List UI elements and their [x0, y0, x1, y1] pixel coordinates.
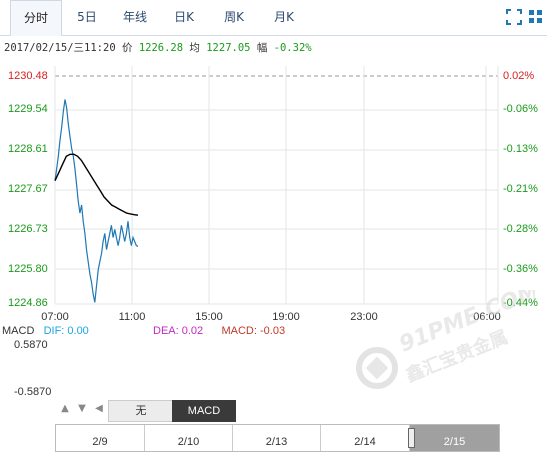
avg-value: 1227.05 [206, 42, 251, 54]
ytick-right-2: -0.13% [503, 143, 538, 155]
ytick-right-3: -0.21% [503, 183, 538, 195]
xtick-2: 15:00 [195, 311, 223, 323]
ytick-left-2: 1228.61 [8, 143, 48, 155]
arrow-down-icon[interactable]: ▼ [78, 403, 86, 414]
nav-date-0[interactable]: 2/9 [56, 425, 145, 451]
quote-datetime: 2017/02/15/三11:20 [4, 42, 116, 54]
xtick-4: 23:00 [350, 311, 378, 323]
nav-date-1[interactable]: 2/10 [145, 425, 233, 451]
avg-label: 均 [189, 42, 200, 54]
date-navigator: 2/9 2/10 2/13 2/14 2/15 [55, 424, 500, 452]
tab-weekly-k[interactable]: 周K [224, 10, 244, 24]
macd-title: MACD [2, 325, 35, 337]
nav-handle-icon[interactable] [408, 428, 415, 448]
price-value: 1226.28 [138, 42, 184, 54]
change-value: -0.32% [273, 42, 312, 54]
xtick-1: 11:00 [118, 311, 146, 323]
ytick-left-6: 1224.86 [8, 297, 48, 309]
ytick-left-5: 1225.80 [8, 263, 48, 275]
xtick-3: 19:00 [272, 311, 300, 323]
price-series-line [54, 99, 139, 303]
nav-date-4-selected[interactable]: 2/15 [410, 425, 499, 451]
macd-header: MACD DIF: 0.00 DEA: 0.02 MACD: -0.03 [2, 325, 285, 337]
avg-series-line [54, 153, 139, 216]
price-chart [54, 66, 499, 305]
nav-date-3[interactable]: 2/14 [321, 425, 410, 451]
indicator-macd-button[interactable]: MACD [172, 400, 236, 422]
quote-info: 2017/02/15/三11:20 价 1226.28 均 1227.05 幅 … [4, 40, 312, 55]
tab-monthly-k[interactable]: 月K [274, 10, 294, 24]
macd-dif: DIF: 0.00 [43, 325, 89, 337]
nav-date-2[interactable]: 2/13 [233, 425, 321, 451]
ytick-right-4: -0.28% [503, 223, 538, 235]
arrow-up-icon[interactable]: ▲ [61, 403, 69, 414]
price-label: 价 [121, 42, 133, 54]
macd-ymin: -0.5870 [14, 386, 52, 398]
tab-5day[interactable]: 5日 [77, 10, 97, 24]
ytick-left-3: 1227.67 [8, 183, 48, 195]
ytick-left-4: 1226.73 [8, 223, 48, 235]
macd-value: MACD: -0.03 [221, 325, 286, 337]
indicator-none-button[interactable]: 无 [108, 400, 174, 422]
change-label: 幅 [256, 42, 268, 54]
expand-icon[interactable] [505, 8, 523, 26]
macd-ymax: 0.5870 [14, 339, 48, 351]
ytick-left-1: 1229.54 [8, 103, 48, 115]
period-tabs: 分时 5日 年线 日K 周K 月K [0, 0, 547, 36]
tab-yearly[interactable]: 年线 [122, 10, 147, 24]
ytick-right-5: -0.36% [503, 263, 538, 275]
ytick-right-6: -0.44% [503, 297, 538, 309]
macd-dea: DEA: 0.02 [153, 325, 204, 337]
ytick-right-1: -0.06% [503, 103, 538, 115]
ytick-left-0: 1230.48 [8, 70, 48, 82]
xtick-0: 07:00 [41, 311, 69, 323]
xtick-5: 06:00 [473, 311, 501, 323]
watermark-logo: 91PME.COM 鑫汇宝贵金属 [356, 290, 535, 389]
tab-daily-k[interactable]: 日K [174, 10, 194, 24]
ytick-right-0: 0.02% [503, 70, 535, 82]
arrow-left-icon[interactable]: ◀ [95, 403, 103, 414]
grid-icon[interactable] [527, 8, 545, 26]
tab-intraday[interactable]: 分时 [10, 0, 62, 36]
